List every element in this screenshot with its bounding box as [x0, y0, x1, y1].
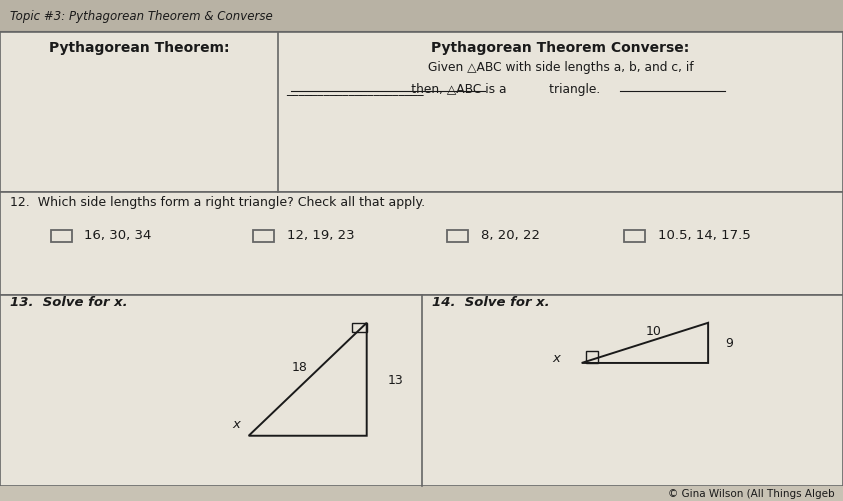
- Bar: [586, 351, 598, 363]
- Bar: [352, 323, 367, 332]
- Bar: [0, 33, 843, 193]
- Bar: [624, 230, 645, 243]
- Bar: [253, 230, 274, 243]
- Text: x: x: [553, 352, 561, 365]
- Bar: [0, 193, 843, 296]
- Bar: [0, 0, 843, 33]
- Text: Pythagorean Theorem Converse:: Pythagorean Theorem Converse:: [432, 41, 690, 55]
- Text: 16, 30, 34: 16, 30, 34: [84, 228, 152, 241]
- Text: 12, 19, 23: 12, 19, 23: [287, 228, 354, 241]
- Bar: [51, 230, 72, 243]
- Text: then, △ABC is a           triangle.: then, △ABC is a triangle.: [295, 83, 600, 96]
- Text: ______________________: ______________________: [287, 83, 424, 96]
- Text: x: x: [233, 417, 240, 430]
- Bar: [447, 230, 468, 243]
- Text: 10: 10: [646, 324, 661, 337]
- Text: © Gina Wilson (All Things Algeb: © Gina Wilson (All Things Algeb: [668, 488, 835, 498]
- Bar: [0, 296, 843, 486]
- Text: 10.5, 14, 17.5: 10.5, 14, 17.5: [658, 228, 750, 241]
- Text: 13: 13: [388, 373, 404, 386]
- Text: 8, 20, 22: 8, 20, 22: [481, 228, 540, 241]
- Text: Pythagorean Theorem:: Pythagorean Theorem:: [49, 41, 229, 55]
- Text: 13.  Solve for x.: 13. Solve for x.: [10, 296, 128, 309]
- Text: 9: 9: [725, 337, 733, 350]
- Text: Given △ABC with side lengths a, b, and c, if: Given △ABC with side lengths a, b, and c…: [427, 61, 694, 74]
- Text: Topic #3: Pythagorean Theorem & Converse: Topic #3: Pythagorean Theorem & Converse: [10, 10, 273, 23]
- Text: 18: 18: [292, 361, 307, 373]
- Bar: [0, 486, 843, 501]
- Text: 14.  Solve for x.: 14. Solve for x.: [432, 296, 550, 309]
- Text: 12.  Which side lengths form a right triangle? Check all that apply.: 12. Which side lengths form a right tria…: [10, 195, 425, 208]
